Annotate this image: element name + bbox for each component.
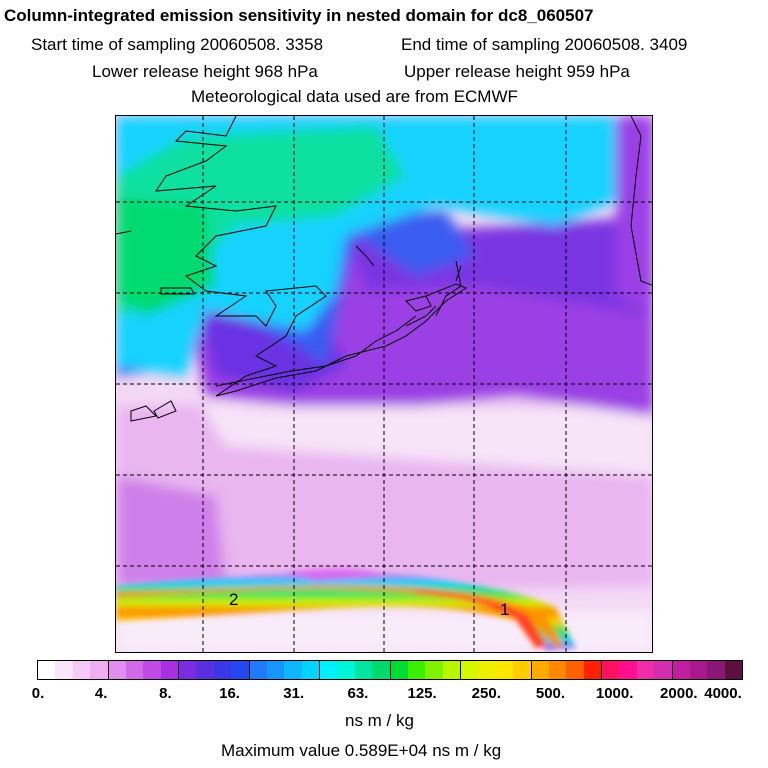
colorbar xyxy=(37,660,743,680)
colorbar-cell xyxy=(231,661,250,679)
lat-lon-grid xyxy=(116,116,652,652)
end-time-label: End time of sampling 20060508. 3409 xyxy=(401,35,688,54)
colorbar-cell xyxy=(602,661,620,679)
colorbar-cell xyxy=(55,661,73,679)
colorbar-cell xyxy=(160,661,179,679)
met-data-label: Meteorological data used are from ECMWF xyxy=(191,87,518,106)
colorbar-cell xyxy=(320,661,338,679)
colorbar-cell xyxy=(213,661,232,679)
colorbar-units: ns m / kg xyxy=(345,711,414,730)
colorbar-cell xyxy=(636,661,655,679)
colorbar-tick-label: 500. xyxy=(535,685,566,702)
colorbar-cell xyxy=(707,661,725,679)
colorbar-cell xyxy=(531,661,549,679)
colorbar-tick-label: 2000. xyxy=(660,685,698,702)
colorbar-cell xyxy=(478,661,496,679)
colorbar-cell xyxy=(143,661,161,679)
colorbar-cell xyxy=(619,661,637,679)
colorbar-cell xyxy=(196,661,214,679)
coastline-lines xyxy=(116,116,652,422)
colorbar-tick-label: 4000. xyxy=(704,685,742,702)
colorbar-cell xyxy=(179,661,197,679)
upper-release-label: Upper release height 959 hPa xyxy=(404,62,630,81)
colorbar-tick-label: 4. xyxy=(94,685,108,702)
colorbar-cell xyxy=(495,661,514,679)
colorbar-cell xyxy=(583,661,602,679)
plume-marker-2: 2 xyxy=(229,590,238,609)
sensitivity-map: 2 1 xyxy=(115,115,653,653)
colorbar-cell xyxy=(372,661,391,679)
colorbar-cell xyxy=(513,661,532,679)
colorbar-cell xyxy=(249,661,267,679)
colorbar-tick-label: 8. xyxy=(159,685,172,702)
colorbar-cell xyxy=(354,661,373,679)
colorbar-tick-label: 63. xyxy=(347,685,369,702)
colorbar-cell xyxy=(125,661,144,679)
colorbar-cell xyxy=(390,661,408,679)
colorbar-cell xyxy=(407,661,426,679)
plot-title: Column-integrated emission sensitivity i… xyxy=(4,6,594,25)
colorbar-tick-label: 0. xyxy=(31,685,45,702)
colorbar-cell xyxy=(425,661,443,679)
colorbar-cell xyxy=(566,661,584,679)
colorbar-cell xyxy=(108,661,126,679)
colorbar-cell xyxy=(38,661,56,679)
colorbar-cell xyxy=(337,661,355,679)
colorbar-cell xyxy=(724,661,742,679)
colorbar-tick-label: 16. xyxy=(219,685,240,702)
colorbar-cell xyxy=(461,661,479,679)
colorbar-cell xyxy=(72,661,91,679)
colorbar-cell xyxy=(548,661,567,679)
start-time-label: Start time of sampling 20060508. 3358 xyxy=(31,35,324,54)
colorbar-tick-label: 250. xyxy=(471,685,501,702)
plume-marker-1: 1 xyxy=(500,600,509,619)
colorbar-cell xyxy=(90,661,109,679)
colorbar-tick-label: 31. xyxy=(283,685,305,702)
colorbar-tick-label: 125. xyxy=(407,685,437,702)
lower-release-label: Lower release height 968 hPa xyxy=(92,62,318,81)
colorbar-cell xyxy=(266,661,285,679)
colorbar-cell xyxy=(654,661,673,679)
map-field: 2 1 xyxy=(116,116,652,652)
colorbar-cell xyxy=(672,661,690,679)
colorbar-cell xyxy=(442,661,461,679)
colorbar-cell xyxy=(301,661,320,679)
max-value-label: Maximum value 0.589E+04 ns m / kg xyxy=(221,741,502,760)
colorbar-tick-label: 1000. xyxy=(595,685,634,702)
colorbar-cell xyxy=(284,661,302,679)
colorbar-cell xyxy=(689,661,708,679)
